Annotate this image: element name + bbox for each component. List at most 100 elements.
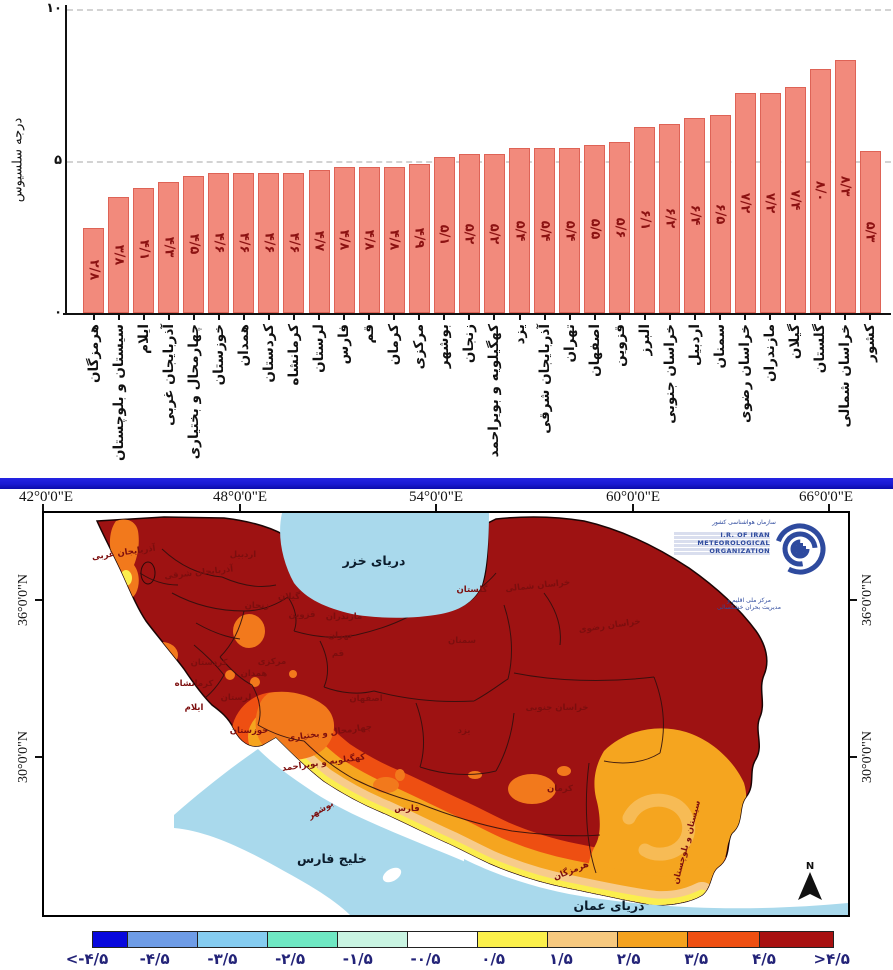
legend-tick-label: ۱/۵: [548, 950, 573, 968]
bar-value-label: ۴/۶: [211, 232, 227, 254]
bar: ۵/۵: [584, 145, 606, 313]
bar: ۷/۴: [784, 87, 806, 313]
x-category-label: سیستان و بلوچستان: [110, 324, 127, 462]
lon-label-60e: 60°0'0"E: [606, 489, 660, 505]
legend-cell: [407, 931, 478, 948]
lat-label-30n-right: 30°0'0"N: [860, 731, 875, 783]
x-category-label: چهارمحال و بختیاری: [185, 324, 202, 460]
province-label: قزوین: [289, 610, 316, 620]
bar-value-label: ۴/۳: [161, 237, 177, 258]
x-category-label: آذربایجان شرقی: [536, 324, 553, 434]
bar-value-label: ۴/۷: [311, 231, 327, 252]
bar-value-label: ۶/۵: [712, 203, 728, 225]
bar-value-label: ۴/۵: [186, 234, 202, 255]
x-tick: [719, 315, 721, 320]
x-tick: [518, 315, 521, 320]
legend-cell: [267, 931, 338, 948]
x-category-label: فارس: [336, 324, 353, 365]
bar-value-label: ۵/۲: [461, 223, 477, 244]
bar-value-label: ۷/۴: [787, 189, 803, 211]
x-tick: [794, 315, 797, 320]
bar-value-label: ۴/۶: [261, 232, 277, 254]
lon-tick: [632, 504, 634, 511]
x-tick: [819, 315, 822, 320]
bar-value-label: ۸/۰: [812, 180, 828, 202]
lat-label-30n-left: 30°0'0"N: [16, 731, 31, 783]
lon-label-66e: 66°0'0"E: [799, 489, 853, 505]
legend-cell: [197, 931, 268, 948]
province-label: ایلام: [185, 703, 204, 713]
bar: ۸/۰: [809, 69, 831, 313]
lat-tick: [35, 599, 42, 601]
x-tick: [769, 315, 772, 320]
arabian-coast: [174, 828, 350, 915]
province-label: همدان: [241, 669, 268, 679]
lon-tick: [435, 504, 437, 511]
bar-value-label: ۵/۱: [436, 224, 452, 246]
x-category-label: کشور: [862, 324, 879, 362]
x-tick: [117, 315, 120, 320]
bar-value-label: ۵/۳: [862, 221, 878, 243]
x-tick: [844, 315, 847, 320]
x-category-label: خراسان شمالی: [837, 324, 854, 428]
legend-tick-label: -۰/۵: [410, 950, 441, 968]
lon-label-48e: 48°0'0"E: [213, 489, 267, 505]
bar: ۵/۴: [559, 148, 581, 313]
bar: ۶/۲: [659, 123, 681, 313]
province-label: زنجان: [245, 601, 270, 611]
lat-tick: [850, 599, 857, 601]
legend-cell: [477, 931, 548, 948]
bar-value-label: ۲/۸: [86, 259, 101, 281]
legend-tick-label: ۴/۵: [752, 950, 776, 968]
lon-tick: [828, 504, 830, 511]
bar: ۴/۵: [183, 175, 205, 313]
x-category-label: لرستان: [311, 324, 328, 373]
province-label: گلستان: [457, 584, 488, 595]
bar-value-label: ۸/۳: [837, 176, 853, 197]
oman-sea-label: دریای عمان: [573, 898, 644, 913]
legend-cell: [759, 931, 834, 948]
legend-tick-label: ۲/۵: [616, 950, 641, 968]
x-tick: [292, 315, 295, 320]
x-tick: [267, 315, 270, 320]
caspian-sea-label: دریای خزر: [342, 553, 406, 568]
persian-gulf-label: خلیج فارس: [297, 851, 367, 866]
spiral-icon: [774, 523, 826, 575]
x-tick: [318, 315, 321, 320]
legend-cell: [547, 931, 618, 948]
legend-tick-label: -۴/۵: [139, 950, 170, 968]
x-category-label: زنجان: [461, 324, 478, 364]
x-category-label: کهگیلویه و بویراحمد: [486, 324, 503, 458]
province-label: کردستان: [191, 658, 228, 668]
x-category-label: هرمزگان: [85, 324, 102, 383]
x-tick: [668, 315, 671, 320]
x-tick: [418, 315, 421, 320]
province-label: کرمانشاه: [175, 679, 214, 689]
province-label: یزد: [458, 726, 471, 736]
bar: ۴/۸: [333, 166, 355, 313]
bar: ۵/۳: [859, 151, 881, 313]
legend-tick-label: -۲/۵: [275, 950, 306, 968]
bar-value-label: ۳/۸: [111, 244, 127, 266]
logo-english-title: I.R. OF IRAN METEOROLOGICAL ORGANIZATION: [674, 531, 770, 555]
bar: ۵/۴: [509, 148, 531, 313]
lat-label-36n-right: 36°0'0"N: [860, 574, 875, 626]
oman-sea: [464, 859, 848, 915]
x-tick: [217, 315, 220, 320]
x-category-label: آذربایجان غربی: [160, 324, 177, 426]
separator-bar: [0, 478, 893, 489]
bar: ۵/۲: [483, 154, 505, 313]
x-category-label: کرمانشاه: [285, 324, 302, 386]
bar: ۴/۶: [208, 172, 230, 313]
x-tick: [368, 315, 371, 320]
x-tick: [744, 315, 747, 320]
x-category-label: یزد: [511, 324, 528, 345]
x-category-label: قزوین: [611, 324, 628, 367]
x-category-label: مازندران: [762, 324, 779, 382]
province-label: کرمان: [547, 784, 573, 794]
bar: ۷/۲: [734, 93, 756, 313]
bar: ۴/۶: [233, 172, 255, 313]
province-label: اردبیل: [230, 550, 257, 560]
bar: ۶/۵: [709, 114, 731, 313]
